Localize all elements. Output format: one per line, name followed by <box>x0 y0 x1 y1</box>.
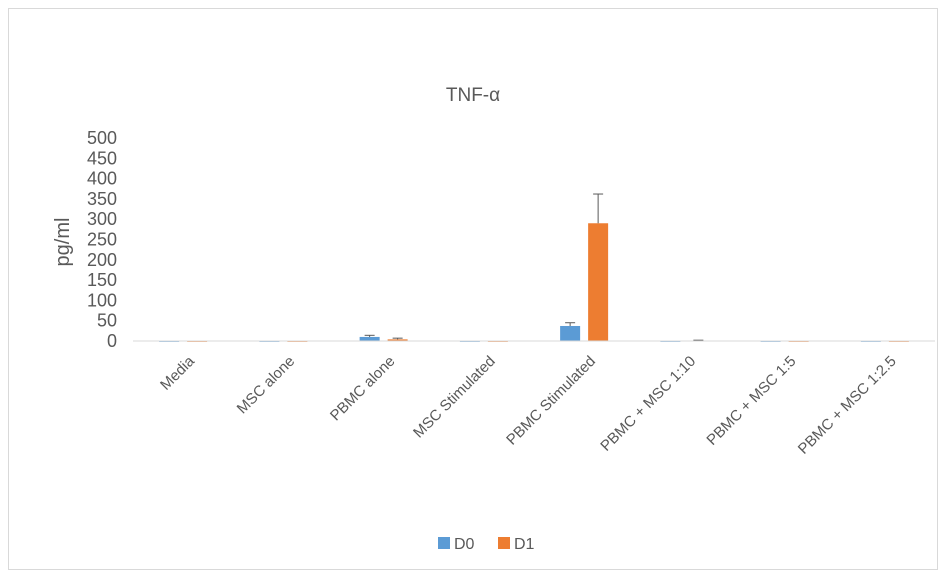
bars <box>159 193 909 342</box>
bar-d1 <box>387 339 408 341</box>
category-label: PBMC + MSC 1:2.5 <box>795 353 900 458</box>
category-label: PBMC + MSC 1:10 <box>597 353 699 455</box>
bar-d0 <box>560 325 581 341</box>
y-tick-label: 50 <box>97 311 117 331</box>
bar-d1 <box>588 223 609 341</box>
category-label: MSC Stimulated <box>410 353 499 442</box>
y-tick-label: 250 <box>87 230 117 250</box>
y-tick-label: 300 <box>87 209 117 229</box>
legend-swatch-d1 <box>498 537 510 549</box>
category-label: PBMC alone <box>327 353 399 425</box>
category-label: MSC alone <box>234 353 298 417</box>
y-tick-label: 0 <box>107 331 117 351</box>
category-label: Media <box>157 352 198 393</box>
y-tick-label: 400 <box>87 169 117 189</box>
y-tick-label: 500 <box>87 128 117 148</box>
y-axis-label: pg/ml <box>52 218 74 267</box>
chart-frame <box>8 8 938 570</box>
legend-swatch-d0 <box>438 537 450 549</box>
category-label: PBMC Stimulated <box>503 353 599 449</box>
x-axis-categories: Media MSC alone PBMC alone MSC Stimulated PB… <box>157 352 900 457</box>
legend-label-d0: D0 <box>454 536 475 553</box>
chart-title: TNF-α <box>446 85 500 106</box>
y-tick-label: 100 <box>87 290 117 310</box>
legend: D0 D1 <box>438 536 535 553</box>
y-tick-label: 450 <box>87 148 117 168</box>
legend-label-d1: D1 <box>514 536 535 553</box>
bar-d0 <box>359 336 380 341</box>
y-tick-label: 350 <box>87 189 117 209</box>
category-label: PBMC + MSC 1:5 <box>703 353 799 449</box>
y-tick-label: 150 <box>87 270 117 290</box>
y-tick-label: 200 <box>87 250 117 270</box>
